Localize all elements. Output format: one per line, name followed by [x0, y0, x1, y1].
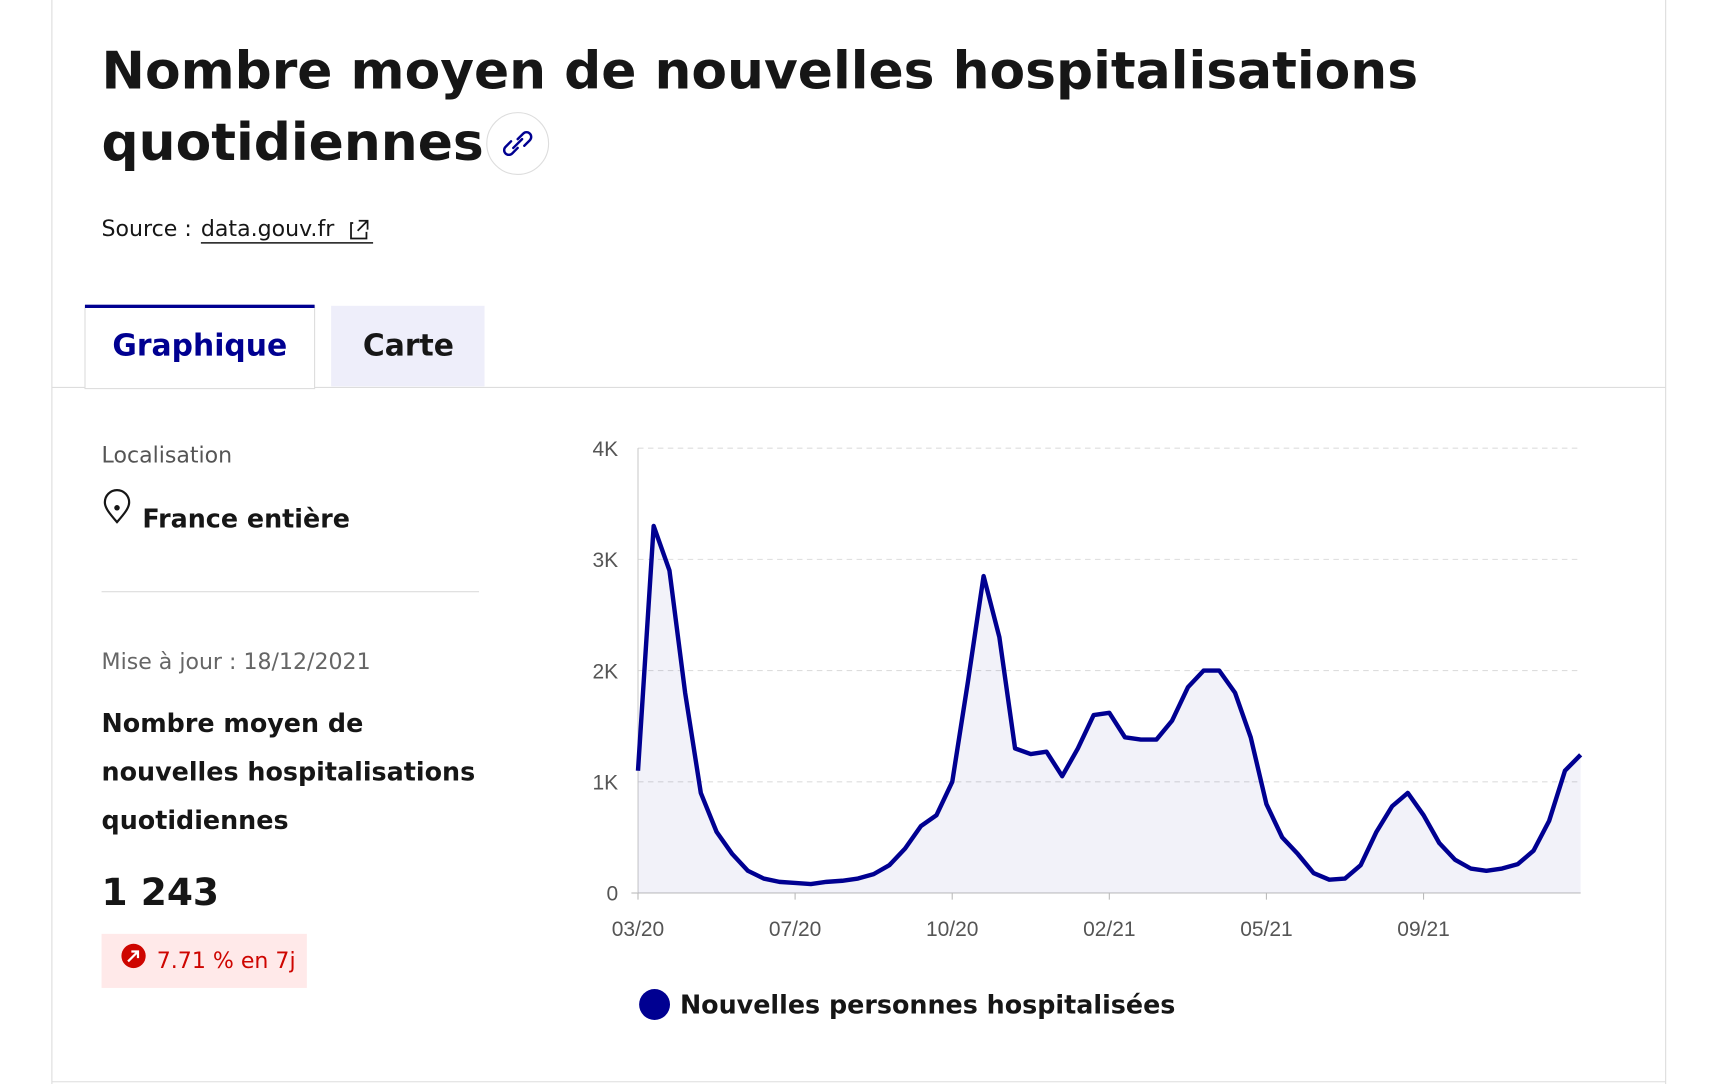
trend-icon [127, 950, 140, 963]
tab-label[interactable]: Graphique [112, 328, 287, 363]
indicator-line: quotidiennes [102, 805, 289, 835]
title-line: quotidiennes [102, 113, 484, 173]
y-tick-label: 3K [592, 549, 618, 572]
indicator-value: 1 243 [102, 870, 219, 914]
chart: 0 1K 2K 3K 4K 03/20 07/20 10/20 02/21 05/21 09/21 N… [592, 438, 1583, 1020]
updated: Mise à jour : 18/12/2021 [102, 650, 371, 675]
y-tick-label: 2K [592, 660, 618, 683]
location-icon [114, 505, 120, 511]
x-tick-label: 05/21 [1240, 918, 1292, 941]
indicator-line: nouvelles hospitalisations [102, 756, 476, 786]
legend-marker [639, 989, 671, 1020]
y-tick-label: 4K [592, 438, 618, 461]
line [635, 523, 1583, 887]
y-tick-label: 1K [592, 772, 618, 795]
source-label: Source : [102, 217, 192, 242]
source-link[interactable]: data.gouv.fr [200, 217, 374, 244]
x-tick-label: 09/21 [1397, 918, 1449, 941]
tab-active[interactable]: Graphique [84, 304, 316, 390]
tab[interactable]: Carte [331, 305, 485, 387]
source-link-text[interactable]: data.gouv.fr [201, 217, 335, 242]
location-label: Localisation [102, 444, 233, 469]
copy-link-button[interactable] [486, 112, 550, 175]
location-icon [103, 489, 131, 524]
indicator-line: Nombre moyen de [102, 708, 364, 738]
area [637, 525, 1581, 894]
x-tick-label: 03/20 [612, 918, 664, 941]
y-tick-label: 0 [606, 883, 618, 906]
legend-label: Nouvelles personnes hospitalisées [680, 989, 1175, 1019]
x-tick-label: 07/20 [769, 918, 821, 941]
tab-label[interactable]: Carte [363, 328, 454, 363]
trend-text: 7.71 % en 7j [157, 949, 296, 974]
location[interactable]: France entière [142, 504, 350, 534]
title-line: Nombre moyen de nouvelles hospitalisatio… [102, 41, 1419, 101]
x-tick-label: 02/21 [1083, 918, 1135, 941]
x-tick-label: 10/20 [926, 918, 978, 941]
